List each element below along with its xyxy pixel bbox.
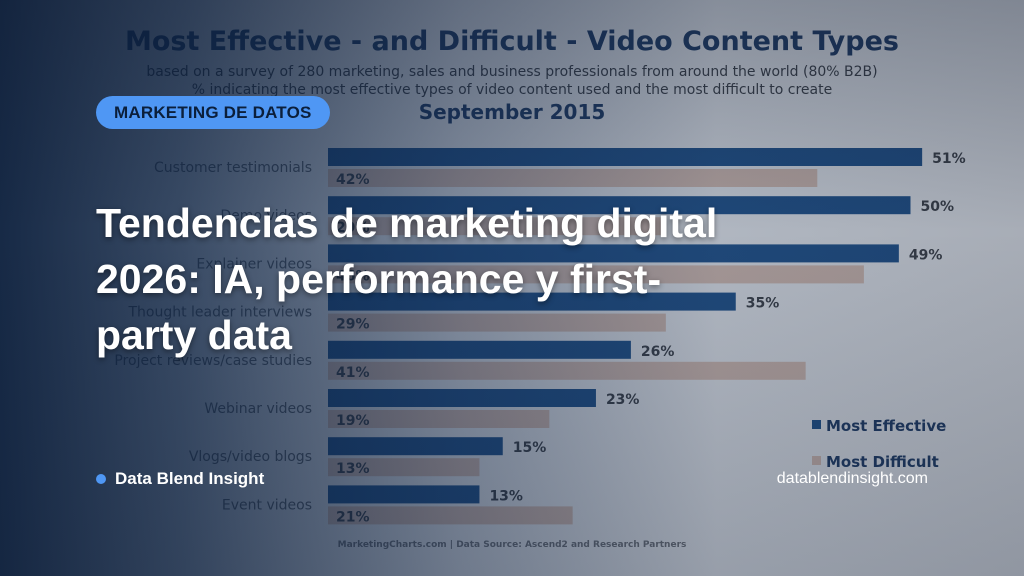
bar-most-difficult xyxy=(328,361,806,380)
bar-most-effective xyxy=(328,485,480,504)
legend-swatch xyxy=(812,456,821,465)
brand: Data Blend Insight xyxy=(96,468,264,490)
chart-source: MarketingCharts.com | Data Source: Ascen… xyxy=(337,540,687,550)
category-badge[interactable]: MARKETING DE DATOS xyxy=(96,96,330,129)
data-label: 42% xyxy=(336,172,370,188)
data-label: 21% xyxy=(336,509,370,525)
legend-label: Most Difficult xyxy=(826,453,939,471)
bar-most-effective xyxy=(328,389,596,407)
brand-dot-icon xyxy=(96,474,106,484)
category-label: Webinar videos xyxy=(204,401,312,417)
category-label: Event videos xyxy=(222,497,312,513)
data-label: 35% xyxy=(746,296,780,312)
data-label: 15% xyxy=(513,440,547,456)
bar-most-effective xyxy=(328,148,923,166)
data-label: 50% xyxy=(921,199,955,215)
article-headline[interactable]: Tendencias de marketing digital 2026: IA… xyxy=(96,200,718,358)
data-label: 23% xyxy=(606,392,640,408)
bar-most-effective xyxy=(328,437,503,456)
data-label: 19% xyxy=(336,413,370,429)
data-label: 41% xyxy=(336,365,370,381)
category-label: Vlogs/video blogs xyxy=(189,449,312,465)
data-label: 13% xyxy=(336,461,370,477)
bar-most-difficult xyxy=(328,169,818,187)
data-label: 49% xyxy=(909,247,943,263)
brand-name: Data Blend Insight xyxy=(115,469,265,488)
data-label: 13% xyxy=(489,488,523,504)
legend-label: Most Effective xyxy=(826,417,946,435)
website-url[interactable]: datablendinsight.com xyxy=(776,470,928,487)
legend-swatch xyxy=(812,420,821,429)
category-label: Customer testimonials xyxy=(154,160,312,176)
data-label: 51% xyxy=(932,151,966,167)
